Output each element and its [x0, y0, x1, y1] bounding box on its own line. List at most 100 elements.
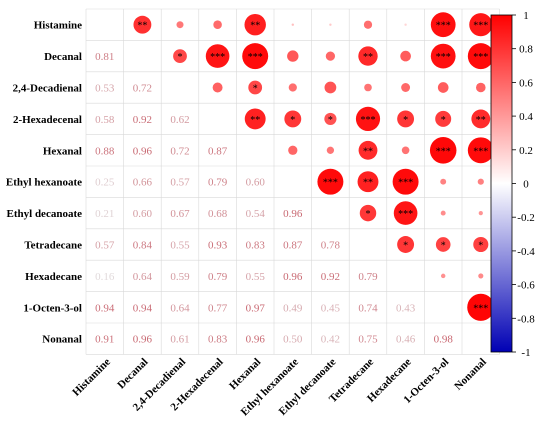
correlation-value: 0.53 [95, 83, 115, 95]
correlation-circle [467, 43, 494, 70]
y-axis-label: 2-Hexadecenal [13, 114, 82, 126]
correlation-circle [440, 178, 447, 185]
correlation-circle [476, 82, 486, 93]
correlation-circle [430, 43, 456, 69]
colorbar-tick-label: 1 [523, 10, 529, 22]
correlation-circle [364, 83, 372, 92]
correlation-circle [469, 13, 493, 37]
correlation-value: 0.60 [246, 177, 266, 189]
significance-mark: *** [248, 52, 263, 63]
significance-mark: ** [363, 178, 373, 189]
significance-mark: * [478, 241, 483, 252]
correlation-value: 0.62 [170, 114, 189, 126]
correlation-value: 0.98 [434, 334, 454, 346]
colorbar-tick-label: 0.4 [519, 111, 533, 123]
colorbar-tick-label: 0 [523, 179, 529, 191]
colorbar-gradient [490, 14, 513, 353]
correlation-value: 0.94 [95, 302, 115, 314]
correlation-value: 0.83 [246, 240, 266, 252]
correlation-circle [291, 23, 294, 26]
significance-mark: *** [473, 52, 488, 63]
y-axis-label: Histamine [34, 20, 82, 32]
significance-mark: * [403, 241, 408, 252]
correlation-circle [284, 110, 302, 128]
correlation-value: 0.25 [95, 177, 115, 189]
y-axis-label: Decanal [44, 51, 82, 63]
correlation-value: 0.64 [170, 302, 190, 314]
correlation-value: 0.59 [170, 271, 190, 283]
correlation-value: 0.16 [95, 271, 115, 283]
correlation-circle [437, 82, 449, 93]
significance-mark: * [403, 115, 408, 126]
correlation-circle [287, 50, 299, 62]
correlation-circle [435, 110, 452, 127]
correlation-value: 0.91 [95, 334, 114, 346]
significance-mark: * [441, 115, 446, 126]
correlation-value: 0.67 [170, 208, 190, 220]
correlation-circle [358, 46, 378, 66]
correlation-value: 0.93 [208, 240, 228, 252]
correlation-circle [329, 23, 332, 26]
correlation-value: 0.83 [208, 334, 228, 346]
significance-mark: *** [473, 146, 488, 157]
correlation-value: 0.84 [133, 240, 153, 252]
y-axis-label: Ethyl decanoate [7, 208, 83, 220]
y-axis-label: Hexanal [43, 145, 82, 157]
y-axis-label: Nonanal [42, 334, 82, 346]
significance-mark: ** [476, 115, 486, 126]
correlation-value: 0.96 [133, 334, 153, 346]
y-axis-labels: Histamine Decanal 2,4-Decadienal 2-Hexadece… [6, 20, 82, 346]
correlation-circle [392, 168, 419, 195]
significance-mark: * [366, 209, 371, 220]
significance-mark: *** [473, 303, 488, 314]
correlation-value: 0.55 [246, 271, 266, 283]
significance-mark: *** [323, 178, 338, 189]
colorbar-tick-label: -0.2 [517, 212, 534, 224]
correlation-circle [435, 237, 451, 252]
correlation-value: 0.61 [170, 334, 189, 346]
correlation-circle [473, 236, 489, 253]
correlation-value: 0.96 [133, 145, 153, 157]
correlation-value: 0.60 [133, 208, 153, 220]
x-axis-label: Hexanal [227, 356, 263, 392]
x-axis-label: Decanal [115, 356, 150, 391]
x-axis-labels: Histamine Decanal2,4-Decadienal2-Hexadece… [70, 356, 489, 418]
correlation-circle [397, 110, 415, 128]
correlation-circle [288, 145, 298, 155]
correlation-circle [325, 51, 336, 61]
x-axis-label: Nonanal [452, 356, 489, 393]
significance-mark: *** [398, 178, 413, 189]
significance-mark: *** [210, 52, 225, 63]
correlation-value: 0.46 [396, 334, 416, 346]
correlation-circle [477, 178, 484, 185]
colorbar: 1 0.8 0.6 0.4 0.2 0 -0.2 -0.4 -0.6 -0.8 -1 [490, 10, 535, 359]
colorbar-ticks: 1 0.8 0.6 0.4 0.2 0 -0.2 -0.4 -0.6 -0.8 -1 [512, 10, 535, 359]
correlation-circle [401, 146, 410, 155]
correlation-value: 0.79 [208, 177, 228, 189]
correlation-value: 0.87 [283, 240, 303, 252]
correlation-circle [326, 146, 335, 154]
correlation-value: 0.78 [321, 240, 341, 252]
x-axis-label: Histamine [70, 356, 113, 399]
correlation-circle [359, 204, 377, 222]
correlation-circle [471, 109, 491, 129]
colorbar-tick-label: -1 [521, 347, 530, 359]
significance-mark: *** [436, 21, 451, 32]
correlation-value: 0.92 [321, 271, 340, 283]
significance-mark: * [441, 241, 446, 252]
correlation-circle [393, 201, 418, 225]
correlation-value: 0.74 [358, 302, 378, 314]
correlation-circle [212, 82, 223, 93]
correlation-value: 0.77 [208, 302, 228, 314]
correlation-circle [317, 168, 344, 195]
correlation-circle [213, 20, 222, 29]
correlation-value: 0.88 [95, 145, 115, 157]
correlation-value: 0.43 [396, 302, 416, 314]
significance-mark: *** [398, 209, 413, 220]
correlation-circle [248, 80, 263, 95]
correlation-circle [404, 23, 407, 26]
correlation-circle [355, 106, 381, 131]
correlation-circle [133, 15, 152, 34]
significance-mark: *** [361, 115, 376, 126]
correlation-circle [467, 293, 495, 321]
